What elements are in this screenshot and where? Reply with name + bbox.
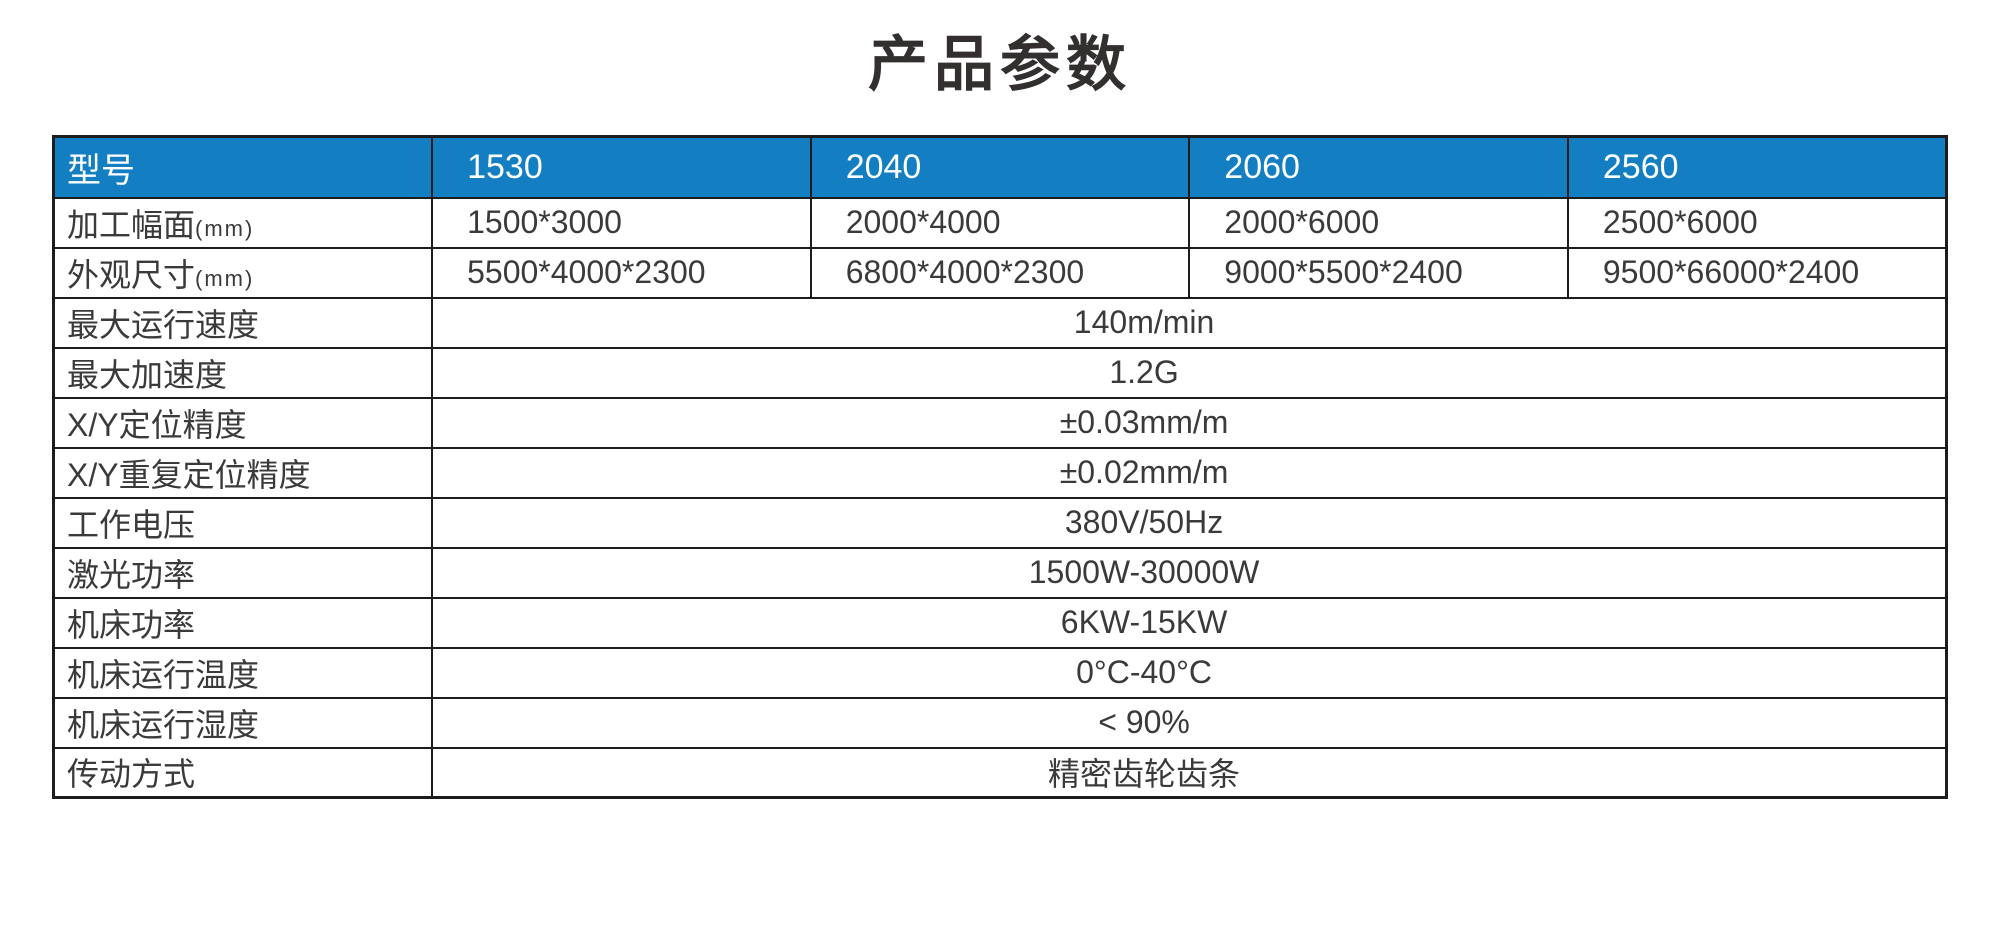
spec-value-cell: 9500*66000*2400: [1566, 246, 1948, 299]
table-row-working-area: 加工幅面(mm) 1500*3000 2000*4000 2000*6000 2…: [52, 196, 1948, 249]
table-row-max-acceleration: 最大加速度 1.2G: [52, 346, 1948, 399]
merged-value-cell: ±0.02mm/m: [431, 446, 1948, 499]
row-label: 传动方式: [52, 746, 434, 799]
row-label: 加工幅面(mm): [52, 196, 434, 249]
row-label-text: 加工幅面: [67, 206, 196, 243]
spec-value-cell: 1500*3000: [431, 196, 812, 249]
spec-value-cell: 9000*5500*2400: [1188, 246, 1569, 299]
table-row-laser-power: 激光功率 1500W-30000W: [52, 546, 1948, 599]
row-label-text: 外观尺寸: [67, 256, 196, 293]
table-row-machine-power: 机床功率 6KW-15KW: [52, 596, 1948, 649]
table-row-max-speed: 最大运行速度 140m/min: [52, 296, 1948, 349]
table-row-repeat-positioning-accuracy: X/Y重复定位精度 ±0.02mm/m: [52, 446, 1948, 499]
merged-value-cell: ±0.03mm/m: [431, 396, 1948, 449]
merged-value-cell: < 90%: [431, 696, 1948, 749]
row-label: 最大运行速度: [52, 296, 434, 349]
table-row-outer-dimensions: 外观尺寸(mm) 5500*4000*2300 6800*4000*2300 9…: [52, 246, 1948, 299]
row-label-unit: (mm): [195, 265, 255, 291]
row-label: X/Y定位精度: [52, 396, 434, 449]
row-label: X/Y重复定位精度: [52, 446, 434, 499]
merged-value-cell: 140m/min: [431, 296, 1948, 349]
merged-value-cell: 1.2G: [431, 346, 1948, 399]
row-label: 机床运行温度: [52, 646, 434, 699]
merged-value-cell: 1500W-30000W: [431, 546, 1948, 599]
model-header-cell: 1530: [431, 135, 812, 199]
model-header-cell: 2060: [1188, 135, 1569, 199]
merged-value-cell: 精密齿轮齿条: [431, 746, 1948, 799]
row-label: 机床功率: [52, 596, 434, 649]
spec-value-cell: 2500*6000: [1566, 196, 1948, 249]
page-title: 产品参数: [868, 31, 1132, 98]
table-row-working-voltage: 工作电压 380V/50Hz: [52, 496, 1948, 549]
model-header-cell: 2040: [809, 135, 1191, 199]
row-label: 激光功率: [52, 546, 434, 599]
row-label: 最大加速度: [52, 346, 434, 399]
merged-value-cell: 0°C-40°C: [431, 646, 1948, 699]
merged-value-cell: 380V/50Hz: [431, 496, 1948, 549]
spec-value-cell: 5500*4000*2300: [431, 246, 812, 299]
table-row-positioning-accuracy: X/Y定位精度 ±0.03mm/m: [52, 396, 1948, 449]
row-label: 外观尺寸(mm): [52, 246, 434, 299]
table-row-operating-temperature: 机床运行温度 0°C-40°C: [52, 646, 1948, 699]
model-header-label: 型号: [52, 135, 434, 199]
spec-table: 型号 1530 2040 2060 2560 加工幅面(mm) 1500*300…: [52, 135, 1948, 799]
row-label: 工作电压: [52, 496, 434, 549]
model-header-cell: 2560: [1566, 135, 1948, 199]
spec-value-cell: 6800*4000*2300: [809, 246, 1191, 299]
row-label-unit: (mm): [195, 215, 255, 241]
spec-value-cell: 2000*4000: [809, 196, 1191, 249]
model-header-row: 型号 1530 2040 2060 2560: [52, 135, 1948, 199]
table-row-transmission-mode: 传动方式 精密齿轮齿条: [52, 746, 1948, 799]
spec-value-cell: 2000*6000: [1188, 196, 1569, 249]
merged-value-cell: 6KW-15KW: [431, 596, 1948, 649]
row-label: 机床运行湿度: [52, 696, 434, 749]
table-row-operating-humidity: 机床运行湿度 < 90%: [52, 696, 1948, 749]
